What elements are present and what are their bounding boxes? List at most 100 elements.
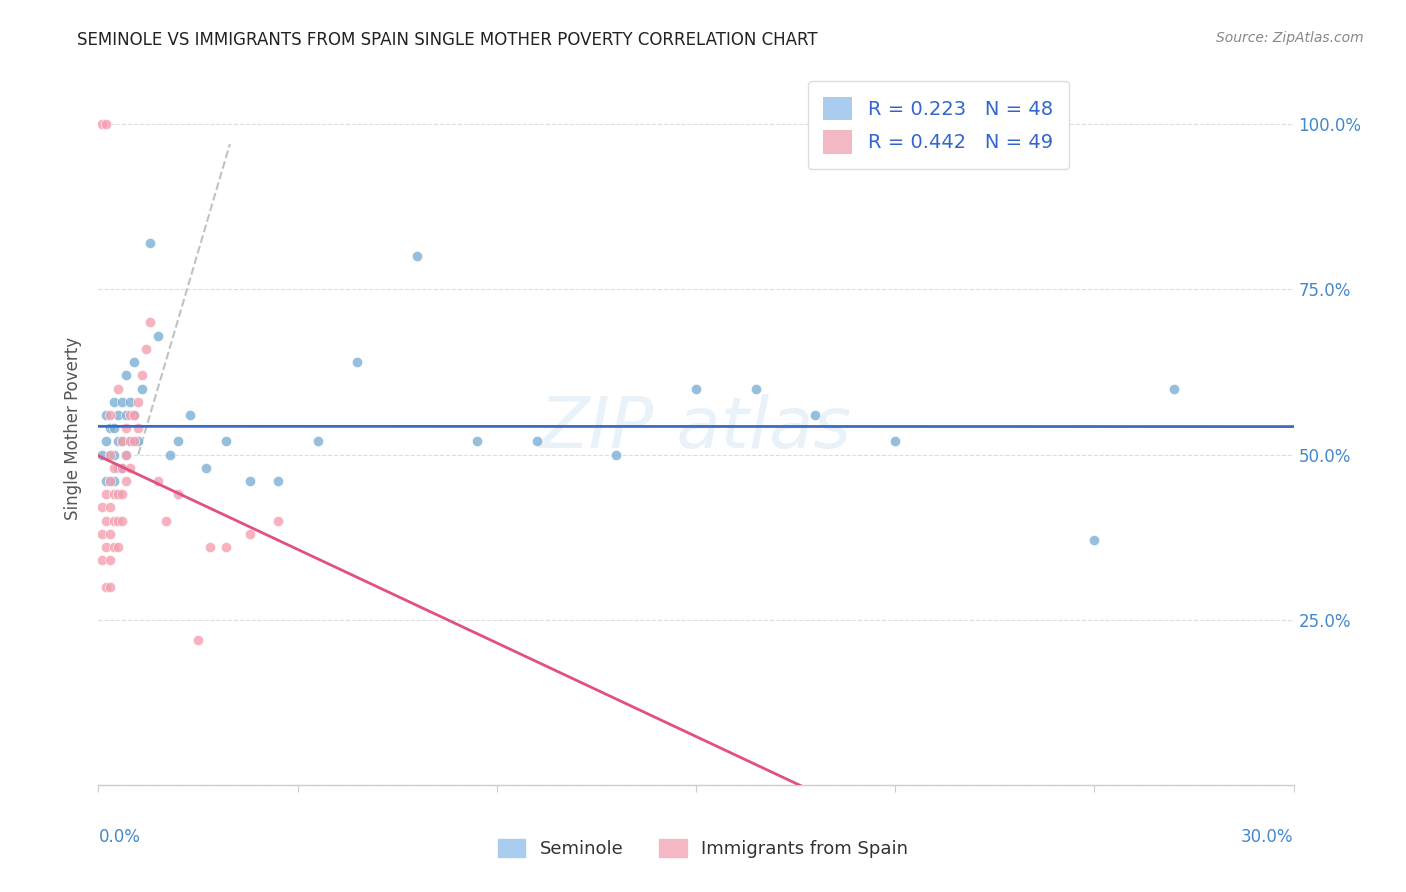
Point xyxy=(215,540,238,554)
Point xyxy=(159,448,181,462)
Point xyxy=(1163,382,1185,396)
Point xyxy=(91,117,114,131)
Point xyxy=(98,421,122,435)
Point xyxy=(884,434,907,449)
Point xyxy=(103,460,125,475)
Point xyxy=(120,434,142,449)
Point xyxy=(107,408,129,422)
Point xyxy=(91,527,114,541)
Point xyxy=(103,487,125,501)
Point xyxy=(167,434,190,449)
Point xyxy=(124,434,146,449)
Point xyxy=(107,460,129,475)
Point xyxy=(167,487,190,501)
Point xyxy=(346,355,368,369)
Point xyxy=(98,448,122,462)
Point xyxy=(98,474,122,488)
Point xyxy=(127,421,149,435)
Point xyxy=(115,421,138,435)
Point xyxy=(115,448,138,462)
Point xyxy=(103,448,125,462)
Point xyxy=(124,355,146,369)
Point xyxy=(111,434,134,449)
Point xyxy=(107,382,129,396)
Point xyxy=(179,408,201,422)
Point xyxy=(120,434,142,449)
Point xyxy=(139,315,162,329)
Point xyxy=(107,540,129,554)
Point xyxy=(239,474,262,488)
Point xyxy=(131,368,153,383)
Point xyxy=(107,434,129,449)
Point xyxy=(103,540,125,554)
Point xyxy=(124,408,146,422)
Point xyxy=(111,514,134,528)
Y-axis label: Single Mother Poverty: Single Mother Poverty xyxy=(65,336,83,520)
Point xyxy=(98,408,122,422)
Text: ZIP atlas: ZIP atlas xyxy=(540,393,852,463)
Text: Source: ZipAtlas.com: Source: ZipAtlas.com xyxy=(1216,31,1364,45)
Point xyxy=(91,553,114,567)
Point xyxy=(139,236,162,251)
Point xyxy=(195,460,218,475)
Point xyxy=(115,448,138,462)
Point xyxy=(98,527,122,541)
Point xyxy=(187,632,209,647)
Legend: Seminole, Immigrants from Spain: Seminole, Immigrants from Spain xyxy=(491,831,915,865)
Point xyxy=(103,514,125,528)
Point xyxy=(111,434,134,449)
Point xyxy=(96,408,118,422)
Point xyxy=(215,434,238,449)
Point xyxy=(131,382,153,396)
Point xyxy=(406,249,429,263)
Point xyxy=(107,487,129,501)
Point xyxy=(307,434,329,449)
Point xyxy=(1083,533,1105,548)
Point xyxy=(148,474,170,488)
Point xyxy=(127,394,149,409)
Point xyxy=(111,460,134,475)
Point xyxy=(91,448,114,462)
Point xyxy=(107,514,129,528)
Point xyxy=(605,448,627,462)
Point xyxy=(111,460,134,475)
Point xyxy=(198,540,221,554)
Point xyxy=(135,342,157,356)
Point xyxy=(98,580,122,594)
Point xyxy=(98,553,122,567)
Point xyxy=(526,434,548,449)
Point xyxy=(111,487,134,501)
Point xyxy=(120,408,142,422)
Point xyxy=(115,408,138,422)
Point xyxy=(98,448,122,462)
Point xyxy=(111,394,134,409)
Point xyxy=(98,474,122,488)
Point xyxy=(127,434,149,449)
Point xyxy=(98,500,122,515)
Point xyxy=(115,474,138,488)
Point xyxy=(91,500,114,515)
Legend: R = 0.223   N = 48, R = 0.442   N = 49: R = 0.223 N = 48, R = 0.442 N = 49 xyxy=(807,81,1069,169)
Point xyxy=(103,394,125,409)
Point xyxy=(96,540,118,554)
Point xyxy=(120,394,142,409)
Point xyxy=(239,527,262,541)
Point xyxy=(120,460,142,475)
Point xyxy=(685,382,707,396)
Point xyxy=(267,474,290,488)
Point xyxy=(96,434,118,449)
Point xyxy=(96,514,118,528)
Point xyxy=(107,487,129,501)
Point xyxy=(115,368,138,383)
Text: 0.0%: 0.0% xyxy=(98,828,141,846)
Point xyxy=(804,408,827,422)
Text: SEMINOLE VS IMMIGRANTS FROM SPAIN SINGLE MOTHER POVERTY CORRELATION CHART: SEMINOLE VS IMMIGRANTS FROM SPAIN SINGLE… xyxy=(77,31,818,49)
Point xyxy=(96,580,118,594)
Point xyxy=(155,514,177,528)
Point xyxy=(267,514,290,528)
Point xyxy=(148,328,170,343)
Point xyxy=(96,117,118,131)
Point xyxy=(103,474,125,488)
Point xyxy=(96,487,118,501)
Point xyxy=(745,382,768,396)
